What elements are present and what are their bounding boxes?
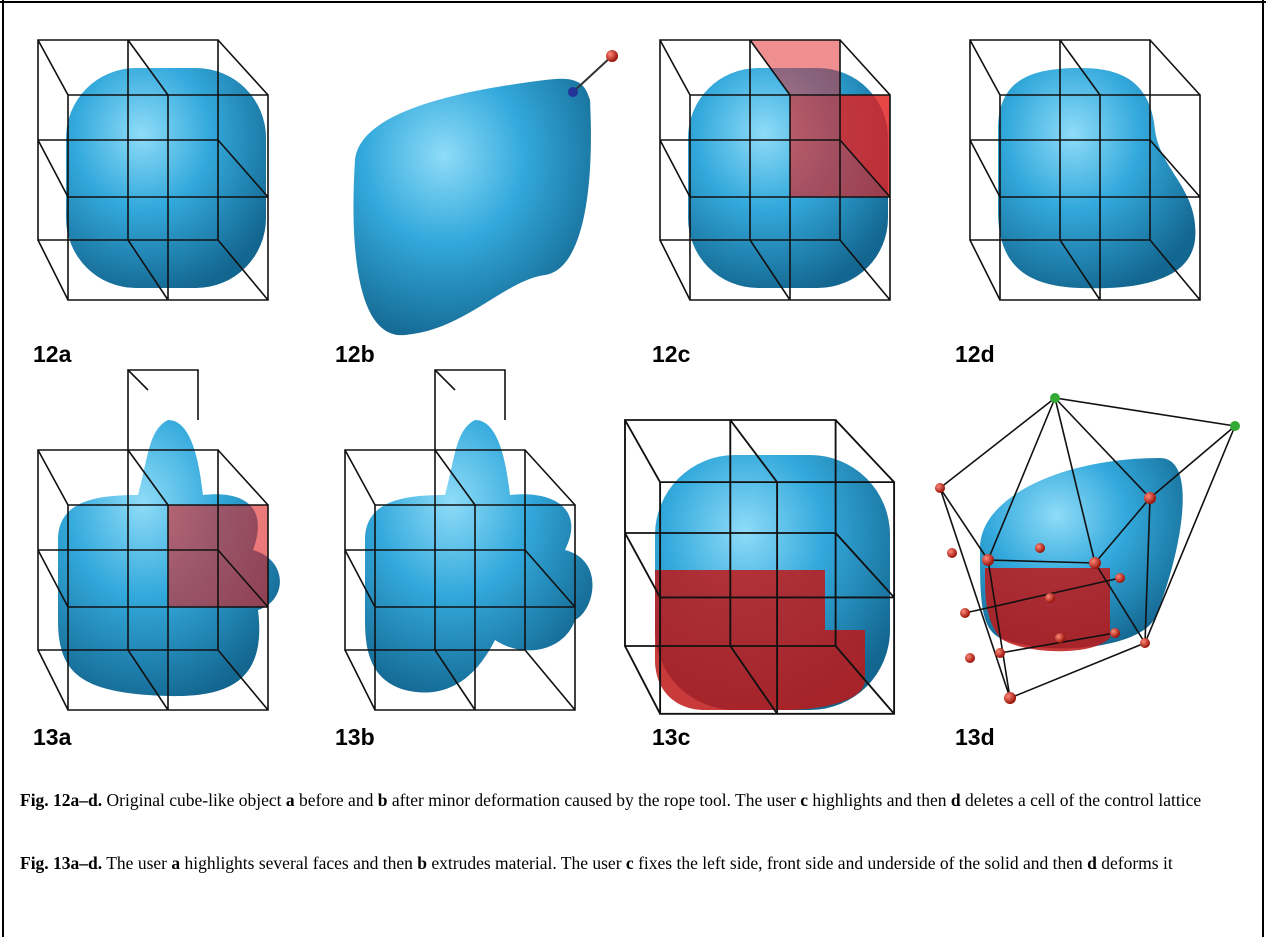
- caption-text: before and: [295, 790, 378, 810]
- panel-13c: [625, 420, 894, 714]
- caption-text: after minor deformation caused by the ro…: [387, 790, 800, 810]
- panel-13a: [38, 370, 280, 710]
- caption-text: Original cube-like object: [102, 790, 286, 810]
- caption-text: The user: [102, 853, 171, 873]
- panel-13b: [345, 370, 593, 710]
- caption-label: Fig. 13a–d.: [20, 853, 102, 873]
- panel-label: 13a: [33, 724, 72, 750]
- caption-ref: b: [417, 853, 427, 873]
- caption: Fig. 12a–d. Original cube-like object a …: [20, 788, 1248, 812]
- caption-text: deletes a cell of the control lattice: [961, 790, 1202, 810]
- panel-12b: [353, 50, 618, 335]
- panel-12a: [38, 40, 268, 300]
- panel-13d: [935, 393, 1240, 704]
- panel-12c: [660, 40, 890, 300]
- caption-ref: a: [286, 790, 295, 810]
- caption-ref: c: [800, 790, 808, 810]
- caption-text: extrudes material. The user: [427, 853, 626, 873]
- caption: Fig. 13a–d. The user a highlights severa…: [20, 851, 1248, 875]
- caption-text: highlights and then: [808, 790, 951, 810]
- caption-label: Fig. 12a–d.: [20, 790, 102, 810]
- panel-label: 12a: [33, 341, 72, 367]
- caption-text: fixes the left side, front side and unde…: [634, 853, 1087, 873]
- caption-ref: b: [378, 790, 388, 810]
- panel-label: 12d: [955, 341, 995, 367]
- panel-label: 13b: [335, 724, 375, 750]
- caption-text: highlights several faces and then: [180, 853, 417, 873]
- panel-label: 13d: [955, 724, 995, 750]
- panel-label: 13c: [652, 724, 691, 750]
- page: 12a 12b 12c 12d 13a 13b 13c 13d Fig. 12a…: [0, 0, 1266, 937]
- caption-ref: d: [1087, 853, 1097, 873]
- caption-ref: d: [951, 790, 961, 810]
- caption-ref: a: [171, 853, 180, 873]
- caption-text: deforms it: [1097, 853, 1173, 873]
- caption-ref: c: [626, 853, 634, 873]
- panel-label: 12c: [652, 341, 691, 367]
- panel-12d: [970, 40, 1200, 300]
- panel-label: 12b: [335, 341, 375, 367]
